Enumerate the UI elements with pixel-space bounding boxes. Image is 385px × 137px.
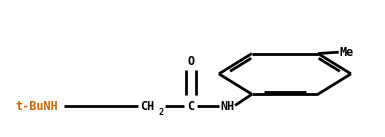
Text: O: O bbox=[187, 55, 194, 68]
Text: 2: 2 bbox=[159, 108, 164, 117]
Text: NH: NH bbox=[221, 100, 235, 113]
Text: Me: Me bbox=[340, 46, 354, 59]
Text: t-BuNH: t-BuNH bbox=[15, 100, 58, 113]
Text: C: C bbox=[187, 100, 194, 113]
Text: CH: CH bbox=[140, 100, 154, 113]
